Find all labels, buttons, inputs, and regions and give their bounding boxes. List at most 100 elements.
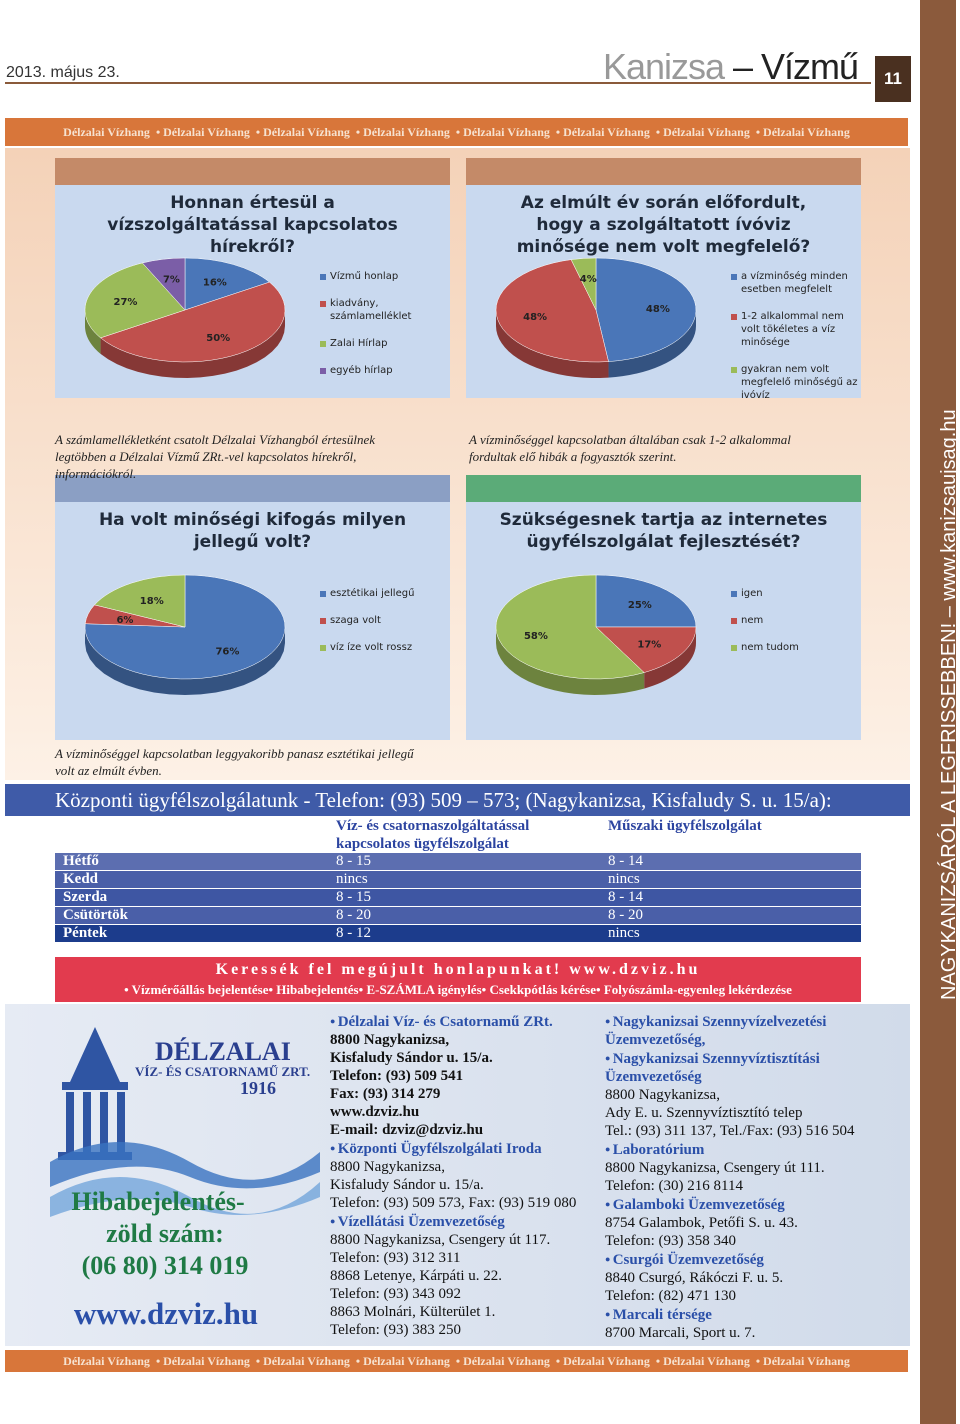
contact-heading: Galamboki Üzemvezetőség [605,1195,880,1214]
legend-label: szaga volt [330,615,381,626]
value-label: 58% [524,631,548,642]
value-label: 7% [163,275,180,286]
legend-swatch [320,368,326,374]
legend-swatch [731,314,737,320]
banner-item: Délzalai Vízhang [656,1354,750,1369]
legend-swatch [731,591,737,597]
value-label: 50% [206,333,230,344]
legend-swatch [731,618,737,624]
chart: Honnan értesül a vízszolgáltatással kapc… [55,158,450,398]
legend-swatch [731,367,737,373]
contact-heading: Laboratórium [605,1140,880,1159]
contact-line: Kisfaludy Sándor u. 15/a. [330,1050,493,1066]
banner-item: Délzalai Vízhang [356,125,450,140]
promo: Keressék fel megújult honlapunkat! www.d… [55,957,861,1002]
legend-swatch [320,618,326,624]
table-row: Hétfő 8 - 15 8 - 14 [55,853,861,870]
legend-label: nem [741,615,764,626]
legend-item: kiadvány, számlamelléklet [320,297,450,323]
contact-line: 8800 Nagykanizsa, Csengery út 111. [605,1160,825,1176]
chart: Szükségesnek tartja az internetes ügyfél… [466,475,861,740]
table-title: Központi ügyfélszolgálatunk - Telefon: (… [5,784,910,816]
caption: A számlamellékletként csatolt Délzalai V… [55,432,376,481]
slice [141,257,186,311]
legend-label: nem tudom [741,642,799,653]
caption: A vízminőséggel kapcsolatban leggyakorib… [55,746,414,778]
service: Csekkpótlás kérése [482,982,596,997]
slice-side [608,310,696,378]
table-cell: 8 - 15 [336,853,371,869]
table-row: Péntek 8 - 12 nincs [55,925,861,942]
contact-line: 8868 Letenye, Kárpáti u. 22. [330,1268,503,1284]
legend-item: 1-2 alkalommal nem volt tökéletes a víz … [731,310,861,349]
rule [5,82,871,84]
contact-heading: Nagykanizsai Szennyvízelvezetési Üzemvez… [605,1012,880,1049]
value-label: 6% [116,615,133,626]
contact-heading: Délzalai Víz- és Csatornamű ZRt. [330,1012,605,1031]
value-label: 4% [580,274,597,285]
slice [84,262,186,339]
value-label: 27% [113,297,137,308]
table-row: Csütörtök 8 - 20 8 - 20 [55,907,861,924]
slice [94,574,186,628]
legend-label: Vízmű honlap [330,271,399,282]
contact-line: 8863 Molnári, Külterület 1. [330,1304,496,1320]
side-strip [920,0,956,1424]
contact-line: Telefon: (93) 312 311 [330,1250,461,1266]
banner-item: Délzalai Vízhang [656,125,750,140]
brand: – Vízmű [733,46,859,87]
slice [495,259,609,363]
slice-side [644,627,696,689]
legend-item: víz íze volt rossz [320,641,450,654]
contact-line: 8754 Galambok, Petőfi S. u. 43. [605,1215,798,1231]
slice [100,281,286,363]
contact-line: Tel.: (93) 311 137, Tel./Fax: (93) 516 5… [605,1123,855,1139]
chart-title: Ha volt minőségi kifogás milyen jellegű … [98,510,407,552]
contact-line: Kisfaludy Sándor u. 15/a. [330,1177,484,1193]
legend-item: szaga volt [320,614,450,627]
legend-item: esztétikai jellegű [320,587,450,600]
contact-line: Telefon: (93) 509 541 [330,1068,464,1084]
contact-section: Nagykanizsai Szennyvízelvezetési Üzemvez… [605,1012,880,1049]
contact-line: E-mail: dzviz@dzviz.hu [330,1122,484,1138]
contact-line: www.dzviz.hu [330,1104,420,1120]
value-label: 16% [203,278,227,289]
value-label: 25% [628,600,652,611]
promo-services: Vízmérőállás bejelentéseHibabejelentésE-… [55,982,861,998]
legend-item: igen [731,587,861,600]
table-cell: 8 - 20 [336,907,371,923]
legend-item: egyéb hírlap [320,364,450,377]
service: Hibabejelentés [268,982,358,997]
slice-side [496,310,609,378]
contact-line: Ady E. u. Szennyvíztisztító telep [605,1105,803,1121]
logo-name: DÉLZALAI [155,1037,291,1066]
contact-line: Telefon: (30) 216 8114 [605,1178,743,1194]
contact-line: Telefon: (93) 343 092 [330,1286,462,1302]
service: Folyószámla-egyenleg lekérdezése [596,982,792,997]
contact-heading: Vízellátási Üzemvezetőség [330,1212,605,1231]
table-row: Kedd nincs nincs [55,871,861,888]
pie: 25% 17% 58% [495,574,697,695]
table-cell: Péntek [63,925,108,941]
contact-line: Telefon: (93) 509 573, Fax: (93) 519 080 [330,1195,577,1211]
banner: Délzalai Vízhang Délzalai Vízhang Délzalai… [5,1350,908,1372]
slice [184,257,270,311]
legend-swatch [320,301,326,307]
chart: Az elmúlt év során előfordult, hogy a sz… [466,158,861,401]
chart: Ha volt minőségi kifogás milyen jellegű … [55,475,450,740]
web: www.dzviz.hu [74,1296,258,1331]
table-cell: 8 - 12 [336,925,371,941]
table-cell: nincs [608,871,640,887]
legend-label: Zalai Hírlap [330,338,388,349]
contact-line: Telefon: (93) 383 250 [330,1322,462,1338]
hotline: (06 80) 314 019 [82,1251,249,1280]
logo: DÉLZALAI VÍZ- ÉS CSATORNAMŰ ZRT. 1916 Hi… [50,1027,320,1331]
banner-item: Délzalai Vízhang [756,125,850,140]
column-header: Műszaki ügyfélszolgálat [608,818,762,834]
